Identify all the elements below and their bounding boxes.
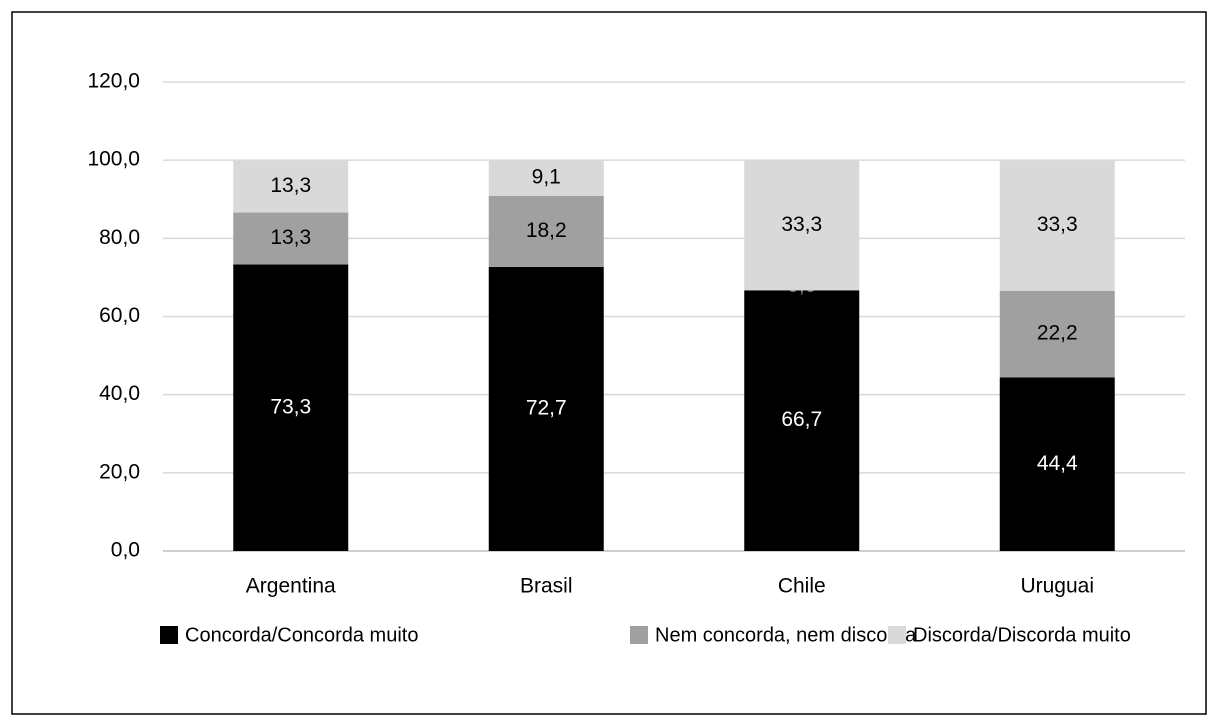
y-tick-label: 0,0 <box>111 539 140 562</box>
data-label: 33,3 <box>1037 213 1078 236</box>
bar-segment <box>233 264 349 551</box>
data-label: 66,7 <box>781 408 822 431</box>
data-label: 33,3 <box>781 213 822 236</box>
y-tick-label: 100,0 <box>87 148 140 171</box>
bar-segment <box>488 266 604 551</box>
bar-segment <box>233 212 349 265</box>
y-tick-label: 40,0 <box>99 382 140 405</box>
data-label: 18,2 <box>526 219 567 242</box>
x-tick-label: Chile <box>778 575 826 598</box>
legend-swatch <box>630 626 648 644</box>
legend-label: Concorda/Concorda muito <box>185 624 418 646</box>
y-tick-label: 120,0 <box>87 70 140 93</box>
y-tick-label: 60,0 <box>99 304 140 327</box>
x-tick-label: Argentina <box>246 575 336 598</box>
bar-segment <box>999 160 1115 291</box>
data-label: 13,3 <box>270 226 311 249</box>
data-label: 9,1 <box>532 165 561 188</box>
x-tick-label: Uruguai <box>1020 575 1094 598</box>
data-label: 44,4 <box>1037 452 1078 475</box>
data-label: 72,7 <box>526 396 567 419</box>
x-tick-label: Brasil <box>520 575 573 598</box>
legend-swatch <box>888 626 906 644</box>
bar-segment <box>999 290 1115 378</box>
data-label: 13,3 <box>270 174 311 197</box>
y-tick-label: 20,0 <box>99 460 140 483</box>
legend-label: Discorda/Discorda muito <box>913 624 1131 646</box>
legend-label: Nem concorda, nem discorda <box>655 624 917 646</box>
legend-swatch <box>160 626 178 644</box>
bar-segment <box>488 195 604 267</box>
data-label: 22,2 <box>1037 322 1078 345</box>
bar-segment <box>233 160 349 213</box>
data-label: 73,3 <box>270 395 311 418</box>
bar-segment <box>488 160 604 196</box>
bar-segment <box>744 160 860 291</box>
bar-segment <box>999 377 1115 551</box>
y-tick-label: 80,0 <box>99 226 140 249</box>
bar-segment <box>744 290 860 551</box>
